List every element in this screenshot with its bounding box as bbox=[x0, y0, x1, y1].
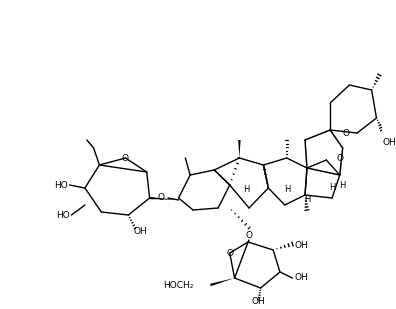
Text: O: O bbox=[342, 129, 349, 138]
Text: OH: OH bbox=[133, 227, 147, 236]
Text: H: H bbox=[329, 184, 335, 193]
Text: H: H bbox=[243, 185, 249, 194]
Text: H: H bbox=[284, 185, 291, 194]
Text: HOCH₂: HOCH₂ bbox=[163, 281, 193, 290]
Text: OH: OH bbox=[252, 298, 266, 307]
Polygon shape bbox=[238, 140, 241, 158]
Text: HO: HO bbox=[56, 210, 70, 219]
Text: OH: OH bbox=[382, 138, 396, 146]
Text: O: O bbox=[336, 154, 343, 163]
Polygon shape bbox=[150, 197, 179, 200]
Text: O: O bbox=[158, 193, 165, 202]
Text: OH: OH bbox=[294, 240, 308, 249]
Text: OH: OH bbox=[294, 273, 308, 282]
Text: O: O bbox=[246, 231, 253, 239]
Text: O: O bbox=[122, 154, 129, 163]
Text: H: H bbox=[304, 196, 310, 205]
Text: O: O bbox=[226, 248, 233, 257]
Text: H: H bbox=[339, 180, 346, 189]
Polygon shape bbox=[210, 278, 234, 286]
Text: HO: HO bbox=[54, 180, 68, 189]
